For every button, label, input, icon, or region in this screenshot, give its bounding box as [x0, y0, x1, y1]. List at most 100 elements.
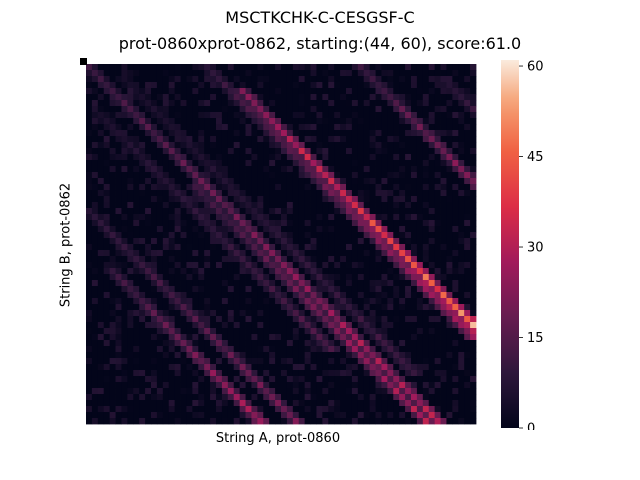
heatmap-cell: [186, 406, 193, 413]
heatmap-cell: [298, 244, 306, 251]
heatmap-cell: [357, 268, 365, 275]
heatmap-cell: [127, 376, 134, 383]
heatmap-cell: [328, 346, 335, 353]
heatmap-cell: [210, 256, 217, 263]
heatmap-cell: [399, 172, 406, 179]
heatmap-cell: [115, 172, 122, 179]
heatmap-cell: [292, 208, 300, 215]
heatmap-cell: [393, 334, 400, 341]
heatmap-cell: [357, 412, 365, 419]
heatmap-cell: [422, 400, 430, 407]
heatmap-cell: [204, 370, 211, 377]
heatmap-cell: [227, 364, 235, 371]
heatmap-cell: [298, 64, 306, 71]
heatmap-cell: [304, 94, 311, 101]
heatmap-cell: [275, 88, 282, 95]
heatmap-cell: [322, 412, 329, 419]
heatmap-cell: [340, 250, 347, 257]
heatmap-cell: [257, 340, 264, 347]
heatmap-cell: [162, 340, 170, 347]
heatmap-cell: [440, 202, 447, 209]
heatmap-cell: [239, 280, 246, 287]
heatmap-cell: [381, 184, 388, 191]
heatmap-cell: [210, 370, 217, 377]
heatmap-cell: [381, 238, 388, 245]
heatmap-cell: [416, 124, 424, 131]
heatmap-cell: [310, 70, 317, 77]
heatmap-cell: [416, 88, 424, 95]
heatmap-cell: [340, 304, 347, 311]
heatmap-cell: [351, 262, 359, 269]
heatmap-cell: [86, 418, 93, 425]
heatmap-cell: [322, 226, 329, 233]
heatmap-cell: [275, 400, 282, 407]
heatmap-cell: [227, 64, 235, 71]
heatmap-cell: [109, 94, 116, 101]
heatmap-cell: [452, 292, 459, 299]
heatmap-cell: [405, 400, 412, 407]
heatmap-cell: [375, 190, 382, 197]
heatmap-cell: [151, 226, 158, 233]
heatmap-cell: [168, 394, 176, 401]
heatmap-cell: [204, 394, 211, 401]
heatmap-cell: [227, 406, 235, 413]
heatmap-cell: [286, 124, 294, 131]
heatmap-cell: [263, 172, 270, 179]
heatmap-cell: [233, 208, 241, 215]
heatmap-cell: [369, 226, 376, 233]
heatmap-cell: [357, 406, 365, 413]
heatmap-cell: [322, 214, 329, 221]
heatmap-cell: [133, 322, 140, 329]
heatmap-cell: [416, 64, 424, 71]
heatmap-cell: [239, 298, 246, 305]
heatmap-cell: [428, 226, 436, 233]
heatmap-cell: [245, 148, 252, 155]
heatmap-cell: [387, 364, 394, 371]
heatmap-cell: [363, 346, 371, 353]
heatmap-cell: [328, 64, 335, 71]
heatmap-cell: [192, 88, 199, 95]
heatmap-cell: [357, 256, 365, 263]
heatmap-cell: [133, 166, 140, 173]
heatmap-cell: [257, 304, 264, 311]
heatmap-cell: [180, 376, 187, 383]
heatmap-cell: [180, 178, 187, 185]
heatmap-cell: [316, 244, 323, 251]
heatmap-cell: [281, 412, 288, 419]
heatmap-cell: [440, 112, 447, 119]
heatmap-cell: [286, 328, 294, 335]
heatmap-cell: [204, 238, 211, 245]
heatmap-cell: [233, 394, 241, 401]
heatmap-cell: [458, 280, 465, 287]
heatmap-cell: [210, 322, 217, 329]
heatmap-cell: [470, 388, 477, 395]
heatmap-cell: [192, 100, 199, 107]
heatmap-cell: [162, 172, 170, 179]
heatmap-cell: [304, 388, 311, 395]
heatmap-cell: [286, 160, 294, 167]
heatmap-cell: [310, 106, 317, 113]
heatmap-cell: [239, 328, 246, 335]
heatmap-cell: [139, 142, 146, 149]
heatmap-cell: [233, 286, 241, 293]
heatmap-cell: [198, 112, 205, 119]
heatmap-cell: [393, 340, 400, 347]
heatmap-cell: [162, 250, 170, 257]
heatmap-cell: [275, 334, 282, 341]
heatmap-cell: [470, 112, 477, 119]
heatmap-cell: [156, 154, 164, 161]
heatmap-cell: [304, 166, 311, 173]
heatmap-cell: [174, 352, 181, 359]
heatmap-cell: [174, 292, 181, 299]
heatmap-cell: [156, 166, 164, 173]
heatmap-cell: [269, 352, 276, 359]
heatmap-cell: [316, 76, 323, 83]
heatmap-cell: [292, 148, 300, 155]
heatmap-cell: [216, 136, 223, 143]
heatmap-cell: [186, 364, 193, 371]
heatmap-cell: [86, 304, 93, 311]
heatmap-cell: [127, 406, 134, 413]
heatmap-cell: [458, 394, 465, 401]
heatmap-cell: [446, 286, 453, 293]
heatmap-cell: [233, 382, 241, 389]
